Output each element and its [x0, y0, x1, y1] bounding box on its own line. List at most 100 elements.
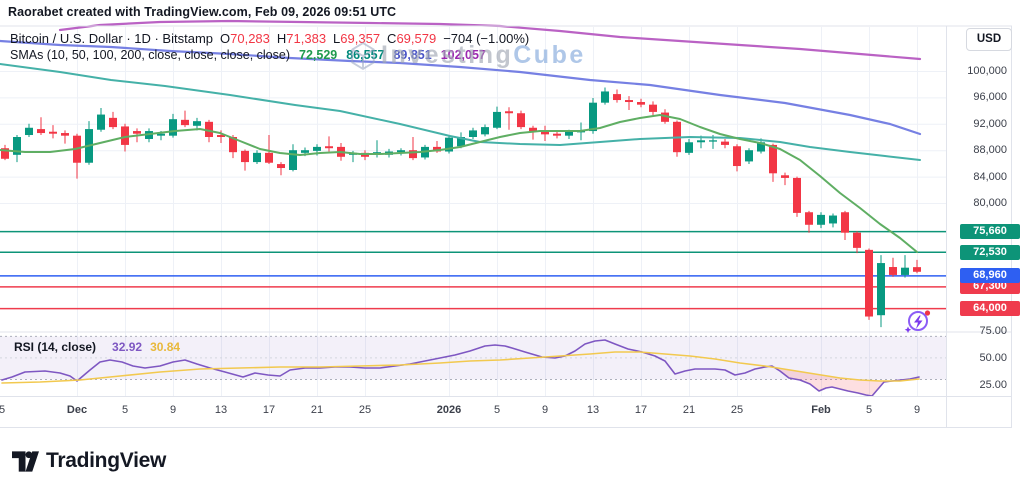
candle[interactable]: [517, 113, 525, 128]
candle[interactable]: [781, 175, 789, 178]
rsi-line[interactable]: [1, 339, 920, 397]
time-axis-label[interactable]: 9: [913, 404, 921, 416]
candle[interactable]: [865, 249, 873, 317]
candle[interactable]: [889, 267, 897, 275]
candle[interactable]: [193, 121, 201, 126]
time-axis-label[interactable]: 25: [358, 404, 372, 416]
candle[interactable]: [901, 267, 909, 275]
time-axis-label[interactable]: 21: [682, 404, 696, 416]
price-axis-label[interactable]: 100,000: [967, 65, 1007, 77]
time-axis-label[interactable]: 9: [169, 404, 177, 416]
candle[interactable]: [61, 133, 69, 136]
price-axis-label[interactable]: 88,000: [973, 144, 1007, 157]
candle[interactable]: [157, 133, 165, 136]
price-axis-label[interactable]: 80,000: [973, 197, 1007, 209]
time-axis-label[interactable]: 5: [0, 404, 6, 416]
candle[interactable]: [49, 131, 57, 134]
time-axis-label[interactable]: 13: [586, 404, 600, 416]
candle[interactable]: [229, 137, 237, 153]
candle[interactable]: [277, 164, 285, 169]
currency-button[interactable]: USD: [966, 28, 1012, 51]
rsi-legend[interactable]: RSI (14, close) 32.92 30.84: [14, 340, 180, 354]
candle[interactable]: [121, 126, 129, 145]
candle[interactable]: [709, 140, 717, 142]
candle[interactable]: [505, 111, 513, 114]
candle[interactable]: [757, 142, 765, 152]
candle[interactable]: [625, 100, 633, 103]
candle[interactable]: [469, 130, 477, 137]
candle[interactable]: [265, 152, 273, 163]
candle[interactable]: [661, 112, 669, 122]
time-axis-label[interactable]: 25: [730, 404, 744, 416]
candle[interactable]: [589, 102, 597, 132]
candle[interactable]: [445, 137, 453, 152]
candle[interactable]: [913, 267, 921, 272]
sma-100-line[interactable]: [0, 39, 922, 136]
candle[interactable]: [457, 137, 465, 147]
time-axis-label[interactable]: 5: [493, 404, 501, 416]
candle[interactable]: [325, 146, 333, 149]
candle[interactable]: [301, 150, 309, 153]
candle[interactable]: [553, 133, 561, 136]
candle[interactable]: [853, 232, 861, 248]
candle[interactable]: [745, 150, 753, 162]
candle[interactable]: [649, 104, 657, 112]
candle[interactable]: [13, 137, 21, 155]
candle[interactable]: [541, 131, 549, 135]
candle[interactable]: [601, 91, 609, 103]
sma-10-line[interactable]: [0, 114, 918, 253]
candle[interactable]: [433, 146, 441, 152]
candle[interactable]: [25, 127, 33, 136]
price-axis-label[interactable]: 92,000: [973, 117, 1007, 130]
candle[interactable]: [97, 114, 105, 130]
symbol-legend[interactable]: Bitcoin / U.S. Dollar · 1D · Bitstamp O70…: [10, 31, 529, 46]
candle[interactable]: [253, 152, 261, 163]
flash-badge-icon[interactable]: [903, 305, 933, 335]
price-axis-label[interactable]: 96,000: [973, 91, 1007, 104]
candle[interactable]: [241, 150, 249, 163]
candle[interactable]: [217, 135, 225, 137]
rsi-axis-label[interactable]: 75.00: [979, 325, 1007, 337]
time-axis-label[interactable]: 17: [262, 404, 276, 416]
sma-legend[interactable]: SMAs (10, 50, 100, 200, close, close, cl…: [10, 48, 486, 62]
candle[interactable]: [721, 141, 729, 145]
candle[interactable]: [481, 127, 489, 135]
candle[interactable]: [613, 94, 621, 101]
candle[interactable]: [493, 111, 501, 128]
candle[interactable]: [829, 215, 837, 224]
time-axis-label[interactable]: 9: [541, 404, 549, 416]
candle[interactable]: [697, 140, 705, 143]
candle[interactable]: [529, 127, 537, 132]
time-axis-label[interactable]: 13: [214, 404, 228, 416]
candle[interactable]: [685, 142, 693, 153]
candle[interactable]: [841, 212, 849, 233]
candle[interactable]: [817, 214, 825, 225]
time-axis-label[interactable]: 17: [634, 404, 648, 416]
rsi-ma-line[interactable]: [1, 351, 920, 384]
candle[interactable]: [109, 117, 117, 128]
candle[interactable]: [877, 263, 885, 316]
candle[interactable]: [313, 146, 321, 151]
candle[interactable]: [793, 177, 801, 213]
candle[interactable]: [169, 119, 177, 136]
price-axis-label[interactable]: 84,000: [973, 170, 1007, 183]
tradingview-logo[interactable]: TradingView: [12, 449, 166, 473]
candle[interactable]: [133, 131, 141, 134]
candle[interactable]: [565, 131, 573, 136]
time-axis-label[interactable]: Feb: [811, 404, 831, 416]
candle[interactable]: [1, 148, 9, 159]
candle[interactable]: [205, 121, 213, 137]
time-axis-label[interactable]: 5: [865, 404, 873, 416]
candle[interactable]: [37, 129, 45, 134]
rsi-axis-label[interactable]: 25.00: [979, 378, 1007, 391]
candle[interactable]: [637, 102, 645, 105]
candle[interactable]: [289, 150, 297, 170]
time-axis-label[interactable]: Dec: [66, 404, 88, 416]
candle[interactable]: [397, 150, 405, 153]
time-axis-label[interactable]: 21: [310, 404, 324, 416]
time-axis-label[interactable]: 2026: [436, 404, 462, 416]
candle[interactable]: [805, 212, 813, 225]
candle[interactable]: [733, 146, 741, 167]
candle[interactable]: [181, 119, 189, 126]
